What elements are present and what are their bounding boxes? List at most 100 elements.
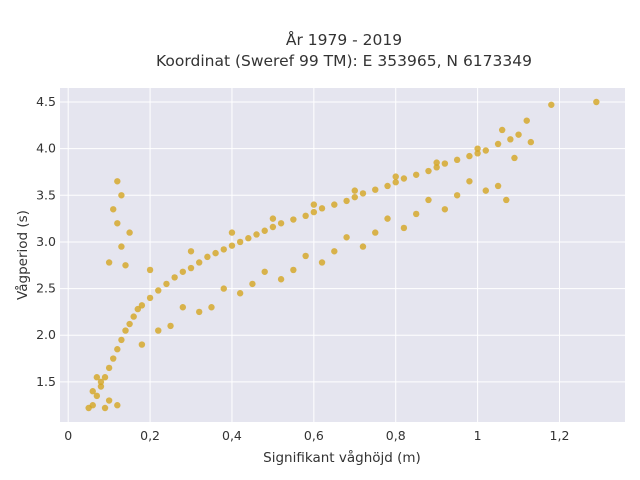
data-point — [212, 249, 219, 257]
data-point — [302, 212, 309, 220]
data-point — [269, 223, 277, 231]
y-tick-label: 4.5 — [36, 94, 56, 109]
data-point — [318, 259, 326, 266]
data-point — [511, 154, 518, 162]
data-point — [433, 159, 440, 166]
data-point — [118, 192, 125, 199]
data-point — [523, 117, 530, 124]
data-point — [236, 238, 244, 246]
data-point — [466, 152, 473, 160]
data-point — [105, 397, 113, 404]
data-point — [114, 346, 121, 353]
data-point — [331, 201, 338, 208]
data-point — [89, 388, 96, 395]
data-point — [494, 140, 502, 148]
data-point — [507, 136, 514, 143]
data-point — [89, 402, 96, 409]
data-point — [302, 252, 309, 260]
data-point — [441, 206, 449, 213]
x-axis-title: Signifikant våghöjd (m) — [263, 449, 421, 466]
data-point — [196, 308, 203, 316]
data-point — [93, 392, 101, 400]
data-point — [372, 229, 379, 236]
data-point — [253, 231, 260, 238]
data-point — [441, 160, 449, 167]
data-point — [331, 248, 338, 255]
data-point — [220, 285, 227, 292]
data-point — [351, 187, 358, 194]
data-point — [155, 327, 162, 334]
data-point — [204, 253, 211, 261]
data-point — [208, 304, 215, 311]
data-point — [228, 242, 236, 249]
data-point — [122, 327, 129, 334]
data-point — [105, 259, 113, 266]
data-point — [196, 259, 203, 266]
data-point — [118, 243, 125, 250]
data-point — [310, 208, 318, 216]
y-axis-title: Vågperiod (s) — [14, 210, 31, 300]
data-point — [277, 220, 285, 227]
data-point — [130, 313, 137, 320]
data-point — [384, 182, 391, 190]
data-point — [359, 190, 367, 197]
data-point — [351, 193, 358, 201]
data-point — [527, 138, 535, 146]
data-point — [318, 205, 326, 212]
data-point — [498, 126, 506, 134]
grid-lines — [60, 88, 625, 422]
data-point — [138, 341, 146, 348]
data-point — [171, 274, 178, 281]
y-tick-labels: 1.5 2.0 2.5 3.0 3.5 4.0 4.5 — [36, 94, 56, 389]
data-point — [97, 383, 105, 390]
data-point — [269, 215, 277, 222]
data-point — [453, 192, 461, 199]
data-point — [163, 280, 170, 288]
data-point — [179, 268, 187, 275]
data-point — [236, 290, 244, 297]
data-point — [482, 147, 489, 154]
data-point — [118, 336, 125, 344]
data-point — [122, 262, 129, 269]
data-point — [290, 266, 297, 274]
data-point — [126, 229, 133, 236]
data-point — [126, 320, 133, 328]
data-point — [466, 178, 473, 185]
data-point — [228, 229, 236, 236]
data-point — [392, 173, 399, 180]
data-point — [474, 150, 481, 157]
data-point — [515, 131, 522, 138]
x-tick-labels: 0 0,2 0,4 0,6 0,8 1 1,2 — [64, 428, 569, 443]
chart-title-line1: År 1979 - 2019 — [286, 30, 402, 49]
x-tick-label: 0,8 — [386, 428, 406, 443]
data-point — [101, 374, 109, 381]
data-point — [433, 164, 440, 171]
data-point — [249, 280, 256, 288]
data-point — [93, 374, 101, 381]
data-point — [310, 201, 318, 208]
data-point — [245, 235, 252, 242]
data-point — [290, 216, 297, 223]
data-point — [384, 215, 391, 222]
data-point — [425, 167, 432, 175]
data-point — [277, 276, 285, 283]
data-point — [343, 234, 350, 241]
x-tick-label: 1 — [474, 428, 482, 443]
data-point — [359, 243, 367, 250]
data-point — [134, 305, 141, 313]
x-tick-label: 0,4 — [222, 428, 242, 443]
data-point — [220, 246, 227, 253]
data-point — [110, 355, 117, 362]
data-point — [548, 101, 555, 108]
data-point — [400, 224, 408, 232]
data-point — [425, 196, 432, 204]
data-point — [187, 264, 195, 272]
data-point — [503, 196, 510, 204]
data-point — [261, 268, 268, 275]
y-tick-label: 1.5 — [36, 374, 56, 389]
x-tick-label: 1,2 — [550, 428, 570, 443]
plot-area — [60, 88, 625, 422]
data-point — [494, 182, 502, 190]
data-point — [474, 145, 481, 152]
